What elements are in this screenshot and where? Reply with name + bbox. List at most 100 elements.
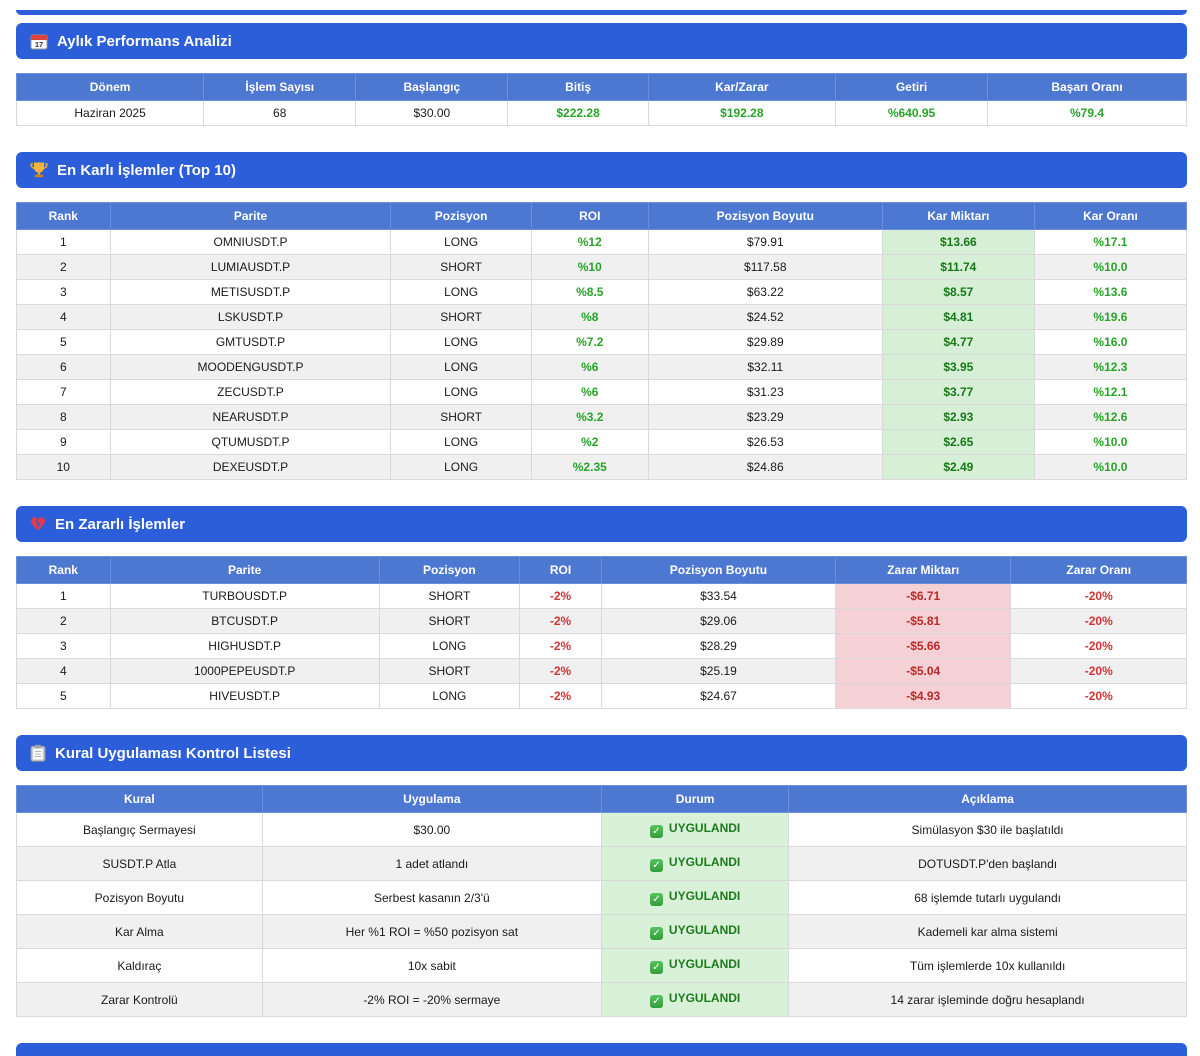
table-cell: UYGULANDI <box>600 846 790 881</box>
table-cell: 4 <box>16 304 111 330</box>
table-cell: UYGULANDI <box>600 880 790 915</box>
summary-header-row: Dönem İşlem Sayısı Başlangıç Bitiş Kar/Z… <box>15 73 1187 101</box>
table-cell: HIGHUSDT.P <box>109 633 380 659</box>
table-row: 3 METISUSDT.P LONG %8.5 $63.22 $8.57 %13.6 <box>16 279 1188 305</box>
table-cell: 1 adet atlandı <box>261 846 602 881</box>
table-cell: Zarar Kontrolü <box>16 982 263 1017</box>
broken-heart-icon <box>30 516 46 532</box>
value-basari-orani: %79.4 <box>987 100 1187 126</box>
table-cell: SHORT <box>390 304 532 330</box>
table-cell: $11.74 <box>881 254 1035 280</box>
table-cell: LONG <box>378 633 521 659</box>
status-label: UYGULANDI <box>668 889 741 903</box>
table-row: 1 OMNIUSDT.P LONG %12 $79.91 $13.66 %17.1 <box>16 229 1188 255</box>
table-cell: 9 <box>16 429 111 455</box>
table-cell: LONG <box>390 279 532 305</box>
col-kar-zarar: Kar/Zarar <box>647 73 836 101</box>
table-cell: %8.5 <box>530 279 649 305</box>
table-cell: %8 <box>530 304 649 330</box>
table-cell: %10.0 <box>1033 254 1188 280</box>
previous-section-bar-edge <box>16 10 1187 15</box>
table-cell: -$5.81 <box>834 608 1012 634</box>
table-cell: 10 <box>16 454 111 480</box>
table-cell: -2% <box>519 683 602 709</box>
table-cell: LUMIAUSDT.P <box>109 254 392 280</box>
status-label: UYGULANDI <box>668 991 741 1005</box>
table-cell: %3.2 <box>530 404 649 430</box>
table-cell: 3 <box>16 633 111 659</box>
table-cell: LONG <box>390 329 532 355</box>
table-cell: $32.11 <box>647 354 883 380</box>
table-cell: Tüm işlemlerde 10x kullanıldı <box>788 948 1187 983</box>
table-cell: $24.67 <box>600 683 836 709</box>
table-row: 9 QTUMUSDT.P LONG %2 $26.53 $2.65 %10.0 <box>16 429 1188 455</box>
table-cell: $3.95 <box>881 354 1035 380</box>
top-trades-header-row: Rank Parite Pozisyon ROI Pozisyon Boyutu Kar … <box>16 202 1188 230</box>
table-cell: LSKUSDT.P <box>109 304 392 330</box>
table-cell: LONG <box>390 379 532 405</box>
column-header: Zarar Miktarı <box>834 556 1012 584</box>
status-label: UYGULANDI <box>668 957 741 971</box>
table-cell: -$6.71 <box>834 583 1012 609</box>
column-header: Pozisyon Boyutu <box>600 556 836 584</box>
table-cell: $29.06 <box>600 608 836 634</box>
next-section-bar-edge <box>16 1043 1187 1056</box>
table-cell: $26.53 <box>647 429 883 455</box>
table-cell: $63.22 <box>647 279 883 305</box>
calendar-icon: 17 <box>30 32 48 50</box>
table-cell: 7 <box>16 379 111 405</box>
table-cell: HIVEUSDT.P <box>109 683 380 709</box>
loss-trades-header-row: Rank Parite Pozisyon ROI Pozisyon Boyutu Zara… <box>16 556 1187 584</box>
status-label: UYGULANDI <box>668 855 741 869</box>
loss-trades-table: Rank Parite Pozisyon ROI Pozisyon Boyutu Zara… <box>16 556 1187 709</box>
check-icon <box>649 825 663 838</box>
table-cell: $3.77 <box>881 379 1035 405</box>
table-cell: Kar Alma <box>16 914 263 949</box>
table-cell: -2% <box>519 608 602 634</box>
col-donem: Dönem <box>15 73 205 101</box>
table-row: 5 HIVEUSDT.P LONG -2% $24.67 -$4.93 -20% <box>16 683 1187 709</box>
col-basari-orani: Başarı Oranı <box>987 73 1187 101</box>
column-header: Rank <box>16 556 111 584</box>
status-label: UYGULANDI <box>668 821 741 835</box>
table-cell: $30.00 <box>261 812 602 847</box>
section-header-checklist: Kural Uygulaması Kontrol Listesi <box>16 735 1187 771</box>
table-cell: -$4.93 <box>834 683 1012 709</box>
check-icon <box>649 927 663 940</box>
table-cell: Her %1 ROI = %50 pozisyon sat <box>261 914 602 949</box>
table-cell: $4.81 <box>881 304 1035 330</box>
status-label: UYGULANDI <box>668 923 741 937</box>
table-cell: %6 <box>530 379 649 405</box>
table-cell: -20% <box>1010 658 1187 684</box>
table-cell: 1000PEPEUSDT.P <box>109 658 380 684</box>
table-cell: SHORT <box>378 583 521 609</box>
table-cell: LONG <box>378 683 521 709</box>
table-cell: %7.2 <box>530 329 649 355</box>
table-cell: 8 <box>16 404 111 430</box>
table-cell: 2 <box>16 608 111 634</box>
table-cell: DEXEUSDT.P <box>109 454 392 480</box>
table-row: 1 TURBOUSDT.P SHORT -2% $33.54 -$6.71 -20% <box>16 583 1187 609</box>
table-row: 4 1000PEPEUSDT.P SHORT -2% $25.19 -$5.04 -20% <box>16 658 1187 684</box>
table-cell: $31.23 <box>647 379 883 405</box>
table-cell: MOODENGUSDT.P <box>109 354 392 380</box>
table-cell: $33.54 <box>600 583 836 609</box>
table-cell: 5 <box>16 329 111 355</box>
table-cell: -20% <box>1010 608 1187 634</box>
table-row: Zarar Kontrolü-2% ROI = -20% sermaye UYGU… <box>16 982 1187 1017</box>
table-cell: BTCUSDT.P <box>109 608 380 634</box>
table-cell: UYGULANDI <box>600 948 790 983</box>
table-cell: 68 işlemde tutarlı uygulandı <box>788 880 1187 915</box>
column-header: Açıklama <box>788 785 1187 813</box>
table-row: 7 ZECUSDT.P LONG %6 $31.23 $3.77 %12.1 <box>16 379 1188 405</box>
table-cell: %13.6 <box>1033 279 1188 305</box>
table-cell: %17.1 <box>1033 229 1188 255</box>
table-cell: $4.77 <box>881 329 1035 355</box>
column-header: Rank <box>16 202 111 230</box>
section-header-top-trades: En Karlı İşlemler (Top 10) <box>16 152 1187 188</box>
table-cell: $24.86 <box>647 454 883 480</box>
table-cell: %10 <box>530 254 649 280</box>
table-cell: %19.6 <box>1033 304 1188 330</box>
